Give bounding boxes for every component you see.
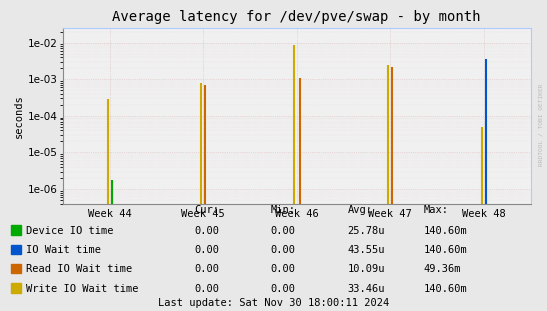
Text: 140.60m: 140.60m bbox=[424, 284, 468, 294]
Text: Device IO time: Device IO time bbox=[26, 226, 114, 236]
Text: Last update: Sat Nov 30 18:00:11 2024: Last update: Sat Nov 30 18:00:11 2024 bbox=[158, 298, 389, 308]
Text: 25.78u: 25.78u bbox=[347, 226, 385, 236]
Text: 33.46u: 33.46u bbox=[347, 284, 385, 294]
Text: Cur:: Cur: bbox=[194, 205, 219, 215]
Text: Read IO Wait time: Read IO Wait time bbox=[26, 264, 132, 274]
Text: Write IO Wait time: Write IO Wait time bbox=[26, 284, 139, 294]
Text: 140.60m: 140.60m bbox=[424, 245, 468, 255]
Text: Max:: Max: bbox=[424, 205, 449, 215]
Text: IO Wait time: IO Wait time bbox=[26, 245, 101, 255]
Text: 43.55u: 43.55u bbox=[347, 245, 385, 255]
Text: RRDTOOL / TOBI OETIKER: RRDTOOL / TOBI OETIKER bbox=[538, 83, 543, 166]
Title: Average latency for /dev/pve/swap - by month: Average latency for /dev/pve/swap - by m… bbox=[113, 10, 481, 24]
Text: 0.00: 0.00 bbox=[271, 245, 296, 255]
Y-axis label: seconds: seconds bbox=[14, 94, 24, 138]
Text: 0.00: 0.00 bbox=[271, 284, 296, 294]
Text: 0.00: 0.00 bbox=[194, 284, 219, 294]
Text: Avg:: Avg: bbox=[347, 205, 373, 215]
Text: 0.00: 0.00 bbox=[271, 226, 296, 236]
Text: 49.36m: 49.36m bbox=[424, 264, 462, 274]
Text: 0.00: 0.00 bbox=[194, 245, 219, 255]
Text: 0.00: 0.00 bbox=[271, 264, 296, 274]
Text: 0.00: 0.00 bbox=[194, 226, 219, 236]
Text: 0.00: 0.00 bbox=[194, 264, 219, 274]
Text: Min:: Min: bbox=[271, 205, 296, 215]
Text: 10.09u: 10.09u bbox=[347, 264, 385, 274]
Text: 140.60m: 140.60m bbox=[424, 226, 468, 236]
